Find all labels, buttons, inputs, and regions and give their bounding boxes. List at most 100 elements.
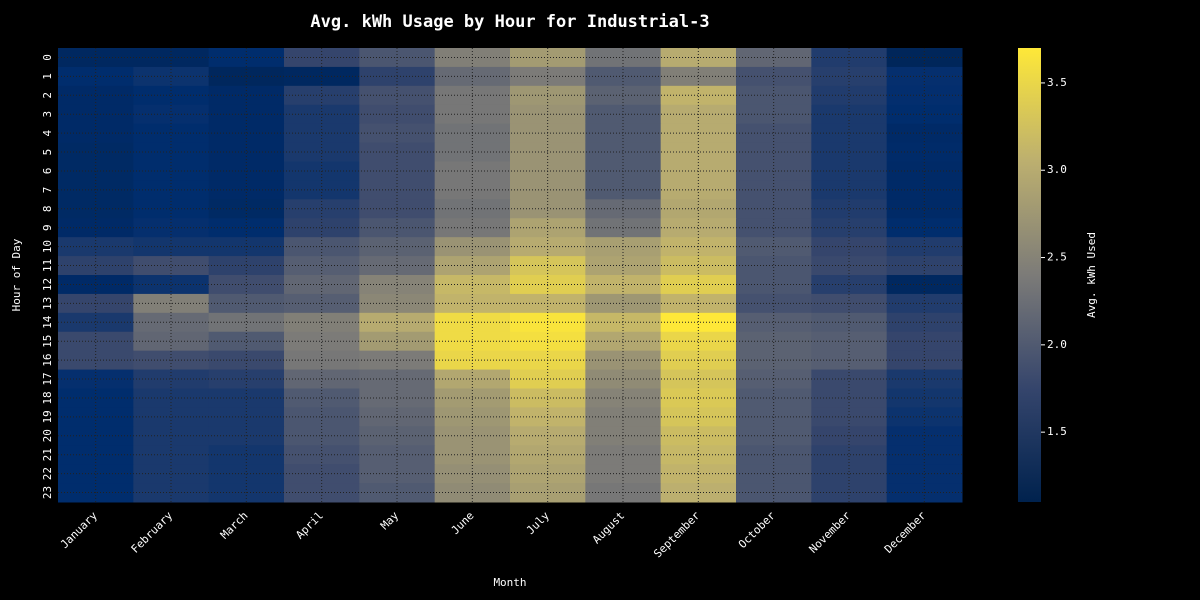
heatmap-cell xyxy=(133,369,210,389)
heatmap-cell xyxy=(886,123,963,144)
x-tick-label: May xyxy=(378,509,402,533)
heatmap-cell xyxy=(886,445,963,465)
x-tick-label: April xyxy=(293,509,326,542)
heatmap-cell xyxy=(284,199,360,219)
heatmap-cell xyxy=(660,426,737,446)
heatmap-cell xyxy=(736,426,812,446)
y-tick-label: 13 xyxy=(41,297,54,310)
heatmap-cell xyxy=(886,369,963,389)
heatmap-cell xyxy=(736,388,812,408)
y-axis-label: Hour of Day xyxy=(10,238,23,311)
heatmap-cell xyxy=(133,180,210,200)
y-tick-label: 2 xyxy=(41,92,54,99)
heatmap-cell xyxy=(58,426,134,446)
x-tick-label: November xyxy=(807,509,854,556)
heatmap-cell xyxy=(660,312,737,333)
colorbar-tick-label: 3.0 xyxy=(1047,163,1067,176)
grid-lines xyxy=(58,48,962,502)
heatmap-cell xyxy=(811,180,888,200)
y-tick-label: 16 xyxy=(41,354,54,367)
heatmap-cell xyxy=(886,180,963,200)
heatmap-cell xyxy=(811,331,888,352)
heatmap-cell xyxy=(660,331,737,352)
heatmap-cell xyxy=(585,142,662,162)
y-tick-label: 8 xyxy=(41,205,54,212)
y-tick-label: 22 xyxy=(41,467,54,480)
heatmap-cell xyxy=(58,180,134,200)
y-tick-label: 19 xyxy=(41,410,54,423)
heatmap-cell xyxy=(208,426,285,446)
heatmap-cell xyxy=(58,464,134,484)
heatmap-cell xyxy=(660,142,737,162)
heatmap-cells xyxy=(58,48,963,503)
heatmap-cell xyxy=(811,388,888,408)
heatmap-cell xyxy=(886,66,963,87)
heatmap-cell xyxy=(284,66,360,87)
heatmap-cell xyxy=(736,123,812,144)
heatmap-cell xyxy=(133,256,210,276)
heatmap-cell xyxy=(736,275,812,295)
heatmap-cell xyxy=(736,180,812,200)
y-tick-label: 5 xyxy=(41,149,54,156)
y-tick-label: 23 xyxy=(41,486,54,499)
heatmap-cell xyxy=(660,256,737,276)
x-tick-label: September xyxy=(651,509,703,561)
heatmap-cell xyxy=(284,331,360,352)
x-tick-label: June xyxy=(449,509,477,537)
heatmap-cell xyxy=(585,369,662,389)
heatmap-cell xyxy=(284,426,360,446)
heatmap-cell xyxy=(811,426,888,446)
heatmap-cell xyxy=(284,388,360,408)
heatmap-cell xyxy=(811,142,888,162)
colorbar-ticks: 1.5 2.0 2.5 3.0 3.5 xyxy=(1041,76,1067,438)
heatmap-cell xyxy=(736,218,812,238)
heatmap-cell xyxy=(58,275,134,295)
heatmap-cell xyxy=(811,464,888,484)
heatmap-cell xyxy=(133,275,210,295)
heatmap-cell xyxy=(58,256,134,276)
colorbar-tick-label: 1.5 xyxy=(1047,425,1067,438)
heatmap-cell xyxy=(133,331,210,352)
heatmap-cell xyxy=(58,66,134,87)
heatmap-cell xyxy=(736,85,812,106)
heatmap-cell xyxy=(133,445,210,465)
heatmap-cell xyxy=(133,142,210,162)
heatmap-cell xyxy=(811,445,888,465)
colorbar-label: Avg. kWh Used xyxy=(1085,232,1098,318)
heatmap-cell xyxy=(886,85,963,106)
heatmap-cell xyxy=(208,445,285,465)
heatmap-cell xyxy=(660,464,737,484)
heatmap-cell xyxy=(660,123,737,144)
heatmap-cell xyxy=(133,388,210,408)
heatmap-cell xyxy=(284,123,360,144)
y-tick-label: 7 xyxy=(41,187,54,194)
heatmap-cell xyxy=(133,199,210,219)
heatmap-cell xyxy=(585,256,662,276)
heatmap-cell xyxy=(585,312,662,333)
y-tick-label: 6 xyxy=(41,168,54,175)
heatmap-cell xyxy=(585,331,662,352)
heatmap-cell xyxy=(811,123,888,144)
heatmap-cell xyxy=(133,312,210,333)
heatmap-cell xyxy=(284,312,360,333)
x-tick-label: January xyxy=(58,509,100,551)
heatmap-cell xyxy=(736,312,812,333)
colorbar xyxy=(1018,48,1041,502)
heatmap-cell xyxy=(284,180,360,200)
heatmap-cell xyxy=(886,312,963,333)
heatmap-cell xyxy=(208,369,285,389)
y-tick-label: 11 xyxy=(41,259,54,272)
heatmap-cell xyxy=(886,218,963,238)
heatmap-cell xyxy=(208,85,285,106)
y-tick-label: 10 xyxy=(41,240,54,253)
heatmap-cell xyxy=(58,85,134,106)
heatmap-cell xyxy=(736,256,812,276)
x-tick-labels: January February March April May June July Augu… xyxy=(58,509,929,561)
x-axis-label: Month xyxy=(493,576,526,589)
heatmap-cell xyxy=(208,312,285,333)
heatmap-cell xyxy=(133,85,210,106)
heatmap-cell xyxy=(585,218,662,238)
heatmap-cell xyxy=(208,256,285,276)
heatmap-cell xyxy=(660,369,737,389)
